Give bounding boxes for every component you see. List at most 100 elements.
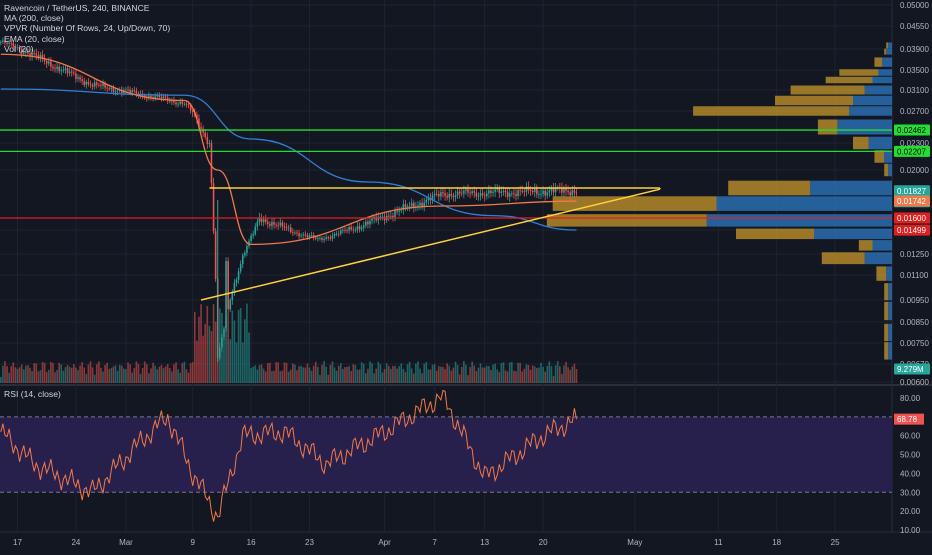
candle-body xyxy=(64,68,67,70)
candle-body xyxy=(285,227,288,229)
volume-bar xyxy=(431,364,434,383)
volume-bar xyxy=(283,362,286,383)
volume-bar xyxy=(463,361,465,383)
candle-body xyxy=(275,224,277,226)
price-tick-label: 0.03500 xyxy=(900,66,929,75)
volume-bar xyxy=(337,365,340,383)
volume-bar xyxy=(358,369,361,383)
volume-bar xyxy=(81,362,83,383)
candle-body xyxy=(435,193,438,195)
candle-body xyxy=(525,186,528,192)
volume-bar xyxy=(460,366,463,383)
volume-bar xyxy=(377,361,380,383)
rsi-legend[interactable]: RSI (14, close) xyxy=(4,389,61,399)
vp-row-down xyxy=(853,136,869,150)
candle-body xyxy=(406,206,409,208)
vp-row-up xyxy=(716,196,892,211)
volume-bar xyxy=(137,363,140,383)
volume-bar xyxy=(204,323,207,383)
volume-bar xyxy=(335,370,338,383)
candle-body xyxy=(392,215,394,218)
candle-body xyxy=(171,100,173,102)
legend-vol[interactable]: Vol (20) xyxy=(4,43,34,54)
candle-body xyxy=(448,193,451,198)
candle-body xyxy=(68,71,71,74)
volume-bar xyxy=(47,369,50,383)
vp-row-down xyxy=(874,57,883,67)
candle-body xyxy=(440,192,442,197)
candle-body xyxy=(404,204,407,208)
volume-bar xyxy=(146,364,148,383)
volume-bar xyxy=(271,371,273,383)
candle-body xyxy=(146,97,148,99)
candle-body xyxy=(156,95,159,97)
volume-bar xyxy=(8,372,10,383)
candle-body xyxy=(402,204,405,210)
volume-bar xyxy=(442,366,444,383)
candle-body xyxy=(567,190,569,193)
candle-body xyxy=(546,192,549,196)
volume-bar xyxy=(125,369,127,383)
candle-body xyxy=(358,226,361,230)
candle-body xyxy=(173,100,175,103)
volume-bar xyxy=(52,363,54,383)
volume-bar xyxy=(106,362,108,383)
candle-body xyxy=(269,223,271,226)
volume-bar xyxy=(331,361,334,383)
candle-body xyxy=(417,205,419,207)
candle-body xyxy=(12,43,15,47)
candle-body xyxy=(95,82,98,85)
legend-symbol[interactable]: Ravencoin / TetherUS, 240, BINANCE xyxy=(4,3,150,13)
vp-row-down xyxy=(552,196,717,211)
candle-body xyxy=(185,103,188,105)
rsi-band-fill xyxy=(0,416,892,493)
vp-row-up xyxy=(886,48,892,55)
volume-bar xyxy=(444,369,446,383)
volume-bar xyxy=(569,369,572,383)
volume-bar xyxy=(175,362,177,383)
volume-bar xyxy=(18,367,21,383)
volume-bar xyxy=(319,374,321,383)
candle-body xyxy=(200,127,202,129)
candle-body xyxy=(308,235,311,237)
candle-body xyxy=(18,47,21,49)
volume-bar xyxy=(93,374,96,383)
candle-body xyxy=(2,40,4,42)
candle-body xyxy=(237,271,240,280)
candle-body xyxy=(454,195,457,198)
vp-row-up xyxy=(864,252,892,265)
volume-bar xyxy=(112,366,115,383)
price-badge: 0.01499 xyxy=(897,226,926,235)
volume-bar xyxy=(571,366,574,383)
legend-vpvr[interactable]: VPVR (Number Of Rows, 24, Up/Down, 70) xyxy=(4,23,171,34)
volume-bar xyxy=(6,366,8,383)
candle-body xyxy=(344,229,346,231)
legend-ema[interactable]: EMA (20, close) xyxy=(4,33,65,44)
vp-row-down xyxy=(884,342,889,360)
volume-bar xyxy=(231,310,234,383)
candle-body xyxy=(469,192,471,194)
vp-row-up xyxy=(888,342,892,360)
volume-bar xyxy=(371,363,373,383)
vp-row-down xyxy=(884,48,887,55)
candle-body xyxy=(208,143,211,145)
volume-bar xyxy=(500,363,503,383)
volume-bar xyxy=(433,363,436,383)
volume-bar xyxy=(25,365,27,383)
candle-body xyxy=(43,58,46,62)
legend-ma[interactable]: MA (200, close) xyxy=(4,13,64,24)
level-badge-bg xyxy=(894,124,930,136)
candle-body xyxy=(421,202,423,207)
volume-bar xyxy=(62,370,65,383)
volume-bar xyxy=(408,361,411,383)
candle-body xyxy=(500,191,503,193)
candle-body xyxy=(0,41,2,43)
candle-body xyxy=(412,202,415,208)
volume-bar xyxy=(521,371,524,383)
volume-bar xyxy=(56,370,58,383)
candle-body xyxy=(427,197,430,201)
candle-body xyxy=(260,217,263,223)
volume-bar xyxy=(252,366,254,383)
candle-body xyxy=(181,101,184,104)
